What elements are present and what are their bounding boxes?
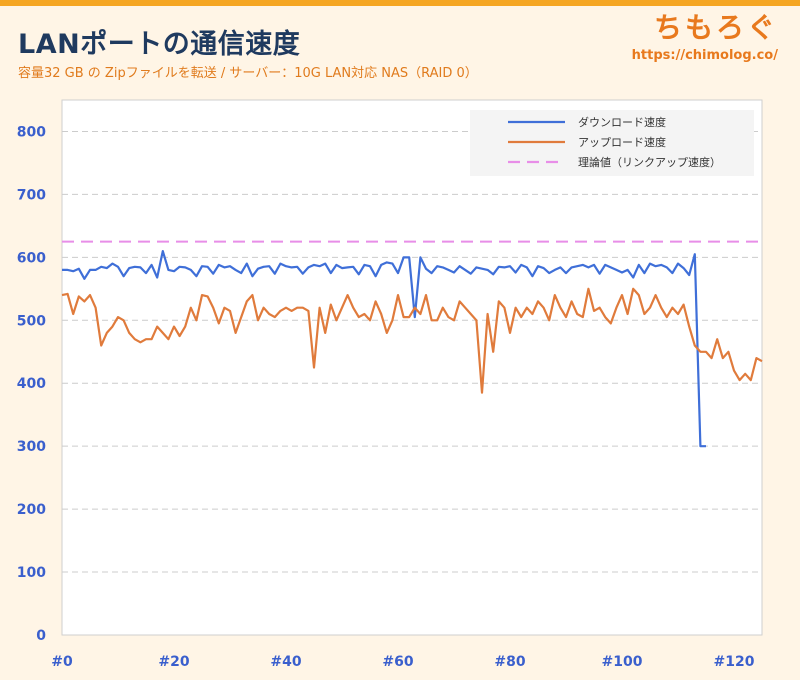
x-tick-label: #120 <box>714 654 755 670</box>
series-line-2 <box>61 287 763 394</box>
brand-name: ちもろぐ <box>653 11 778 44</box>
legend-label-2: アップロード速度 <box>578 135 666 149</box>
brand-logo[interactable]: ちもろぐ https://chimolog.co/ <box>632 6 778 63</box>
y-tick-label: 800 <box>17 124 46 140</box>
legend-label-1: ダウンロード速度 <box>578 115 666 129</box>
y-tick-label: 400 <box>17 376 46 392</box>
y-tick-label: 300 <box>17 439 46 455</box>
y-tick-label: 200 <box>17 502 46 518</box>
plot-area <box>61 99 763 636</box>
y-tick-label: 100 <box>17 565 46 581</box>
grid-lines <box>62 130 762 573</box>
y-tick-label: 600 <box>17 250 46 266</box>
y-tick-label: 700 <box>17 187 46 203</box>
legend-label-3: 理論値（リンクアップ速度） <box>578 155 721 169</box>
chart-title: LANポートの通信速度 <box>18 29 301 60</box>
chart-subtitle: 容量32 GB の Zipファイルを転送 / サーバー：10G LAN対応 NA… <box>18 66 478 81</box>
x-tick-label: #100 <box>602 654 643 670</box>
x-tick-label: #0 <box>51 654 73 670</box>
x-tick-label: #20 <box>158 654 189 670</box>
brand-url[interactable]: https://chimolog.co/ <box>631 48 778 63</box>
series-lines <box>61 240 763 448</box>
series-line-1 <box>62 250 706 448</box>
y-axis-ticks: 0 100 200 300 400 500 600 700 800 <box>17 124 46 644</box>
x-tick-label: #40 <box>270 654 301 670</box>
x-axis-ticks: #0 #20 #40 #60 #80 #100 #120 <box>51 654 754 670</box>
x-tick-label: #60 <box>382 654 413 670</box>
y-tick-label: 0 <box>36 628 46 644</box>
y-tick-label: 500 <box>17 313 46 329</box>
x-tick-label: #80 <box>494 654 525 670</box>
